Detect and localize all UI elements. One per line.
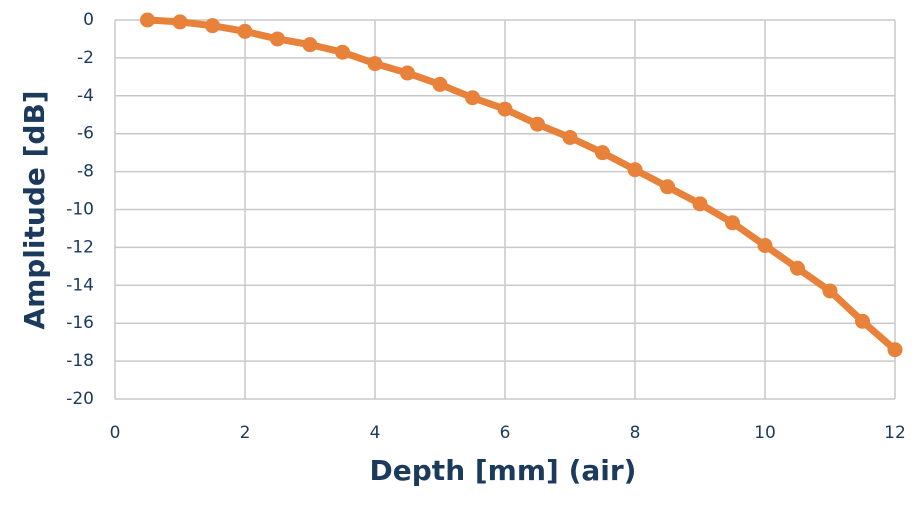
data-line — [147, 16, 898, 353]
x-tick-label: 2 — [240, 423, 251, 443]
x-tick-label: 6 — [500, 423, 511, 443]
data-point — [530, 116, 545, 132]
data-point — [367, 56, 383, 72]
data-point — [432, 76, 448, 92]
data-point — [205, 18, 220, 34]
data-point — [757, 238, 773, 254]
y-tick-label: -10 — [66, 200, 94, 220]
x-tick-label: 10 — [754, 423, 776, 443]
x-axis-title: Depth [mm] (air) — [370, 454, 637, 487]
y-tick-label: 0 — [83, 10, 94, 30]
data-point — [400, 65, 415, 81]
y-tick-label: -2 — [77, 48, 94, 68]
y-tick-label: -4 — [77, 86, 94, 106]
data-point — [172, 14, 188, 30]
data-point — [237, 23, 253, 39]
data-point — [790, 260, 805, 276]
y-tick-label: -12 — [66, 237, 94, 257]
x-tick-label: 0 — [110, 423, 121, 443]
data-point — [562, 129, 578, 145]
data-point — [887, 342, 903, 358]
y-tick-label: -18 — [66, 351, 94, 371]
data-point — [855, 313, 870, 329]
data-point — [140, 12, 155, 28]
data-point — [270, 31, 285, 47]
data-point — [627, 162, 643, 178]
y-tick-label: -8 — [77, 162, 94, 182]
x-tick-label: 8 — [630, 423, 641, 443]
data-point — [497, 101, 513, 117]
y-axis-title: Amplitude [dB] — [18, 90, 51, 329]
data-point — [465, 90, 480, 106]
data-point — [725, 215, 740, 231]
y-tick-label: -6 — [77, 124, 94, 144]
y-tick-label: -20 — [66, 389, 94, 409]
x-tick-label: 12 — [884, 423, 906, 443]
data-point — [822, 283, 838, 299]
x-tick-label: 4 — [370, 423, 381, 443]
y-tick-label: -16 — [66, 313, 94, 333]
data-point — [335, 44, 350, 60]
data-point — [660, 179, 675, 195]
data-point — [692, 196, 708, 212]
data-point — [595, 145, 610, 161]
y-tick-label: -14 — [66, 275, 94, 295]
data-point — [302, 37, 318, 53]
